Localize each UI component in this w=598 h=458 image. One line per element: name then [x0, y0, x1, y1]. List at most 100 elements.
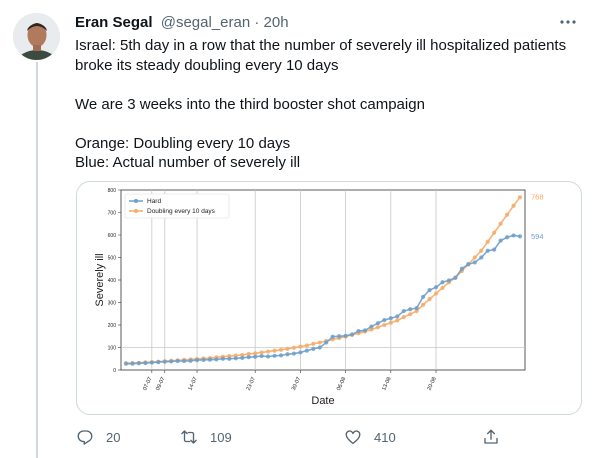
data-point: [214, 357, 219, 362]
data-point: [169, 359, 174, 364]
x-tick-label: 07-07: [142, 376, 153, 391]
y-tick-label: 600: [108, 233, 117, 239]
data-point: [311, 346, 316, 351]
data-point: [162, 359, 167, 364]
data-point: [375, 321, 381, 326]
y-tick-label: 800: [108, 188, 117, 194]
chart-image[interactable]: 07-07 09-07 14-07 23-07 30-07 06-08 13-08 20-08…: [76, 181, 582, 415]
avatar[interactable]: [13, 13, 60, 60]
data-point: [472, 260, 477, 265]
data-point: [395, 314, 400, 319]
data-point: [369, 327, 374, 332]
more-options-button[interactable]: [556, 12, 580, 32]
data-point: [479, 255, 484, 260]
data-point: [498, 238, 503, 243]
data-point: [201, 357, 206, 362]
data-point: [414, 308, 419, 314]
data-point: [175, 358, 180, 364]
heart-icon: [345, 430, 361, 445]
legend-box: [124, 193, 230, 219]
reply-button[interactable]: 20: [76, 425, 120, 449]
data-point: [240, 352, 245, 358]
data-point: [427, 297, 432, 302]
data-point: [388, 316, 393, 321]
data-point: [304, 343, 309, 348]
tweet-header: Eran Segal @segal_eran · 20h: [75, 14, 578, 34]
x-tick-label: 09-07: [155, 376, 166, 391]
reply-count: 20: [106, 429, 121, 445]
data-point: [356, 328, 361, 334]
data-point: [382, 317, 387, 323]
data-point: [375, 325, 381, 330]
y-tick-label: 700: [108, 210, 117, 216]
data-point: [143, 360, 148, 366]
legend-label: Hard: [147, 198, 161, 205]
data-point: [414, 306, 419, 311]
data-point: [466, 262, 471, 267]
data-point: [421, 302, 426, 307]
like-button[interactable]: 410: [344, 425, 396, 449]
tweet-paragraph: Orange: Doubling every 10 days Blue: Act…: [75, 134, 580, 173]
chart-svg: 07-07 09-07 14-07 23-07 30-07 06-08 13-08 20-08…: [94, 188, 544, 407]
data-point: [401, 315, 406, 320]
data-point: [401, 308, 406, 314]
data-point: [253, 354, 258, 359]
data-point: [240, 355, 245, 360]
data-point: [408, 312, 413, 317]
tweet-paragraph: Israel: 5th day in a row that the number…: [75, 36, 580, 75]
data-point: [408, 307, 413, 312]
y-tick-label: 300: [108, 300, 117, 306]
y-tick-label: 500: [108, 255, 117, 261]
data-point: [259, 353, 264, 359]
data-point: [517, 234, 523, 239]
like-count: 410: [374, 429, 396, 445]
data-point: [427, 288, 432, 293]
data-point: [304, 348, 309, 353]
tweet-timestamp[interactable]: 20h: [263, 14, 289, 31]
x-tick-label: 23-07: [246, 376, 257, 391]
data-point: [291, 345, 297, 350]
tweet-line: Israel: 5th day in a row that the number…: [75, 37, 567, 54]
data-point: [220, 356, 225, 361]
share-button[interactable]: [482, 425, 500, 449]
author-name[interactable]: Eran Segal: [75, 14, 153, 31]
data-point: [272, 348, 277, 353]
data-point: [492, 247, 497, 252]
data-point: [504, 235, 510, 240]
avatar-photo: [13, 13, 60, 60]
end-value-label: 594: [531, 232, 544, 241]
author-handle[interactable]: @segal_eran: [160, 14, 251, 31]
y-axis-label: Severely ill: [94, 253, 106, 306]
data-point: [149, 360, 154, 365]
data-point: [272, 353, 277, 358]
data-point: [459, 266, 464, 271]
data-point: [511, 203, 516, 208]
data-point: [246, 355, 251, 360]
tweet-paragraph: We are 3 weeks into the third booster sh…: [75, 95, 580, 115]
retweet-button[interactable]: 109: [180, 425, 232, 449]
data-point: [182, 358, 187, 364]
data-point: [517, 195, 523, 200]
thread-line: [36, 62, 38, 458]
data-point: [285, 352, 290, 357]
legend-marker: [134, 209, 138, 213]
tweet-text: Israel: 5th day in a row that the number…: [75, 36, 580, 192]
data-point: [382, 322, 387, 328]
data-point: [511, 233, 516, 238]
data-point: [259, 350, 264, 355]
more-horizontal-icon: [560, 20, 576, 24]
x-axis-label: Date: [311, 395, 334, 407]
header-separator: ·: [254, 14, 260, 31]
retweet-count: 109: [210, 429, 232, 445]
y-tick-label: 100: [108, 345, 117, 351]
data-point: [207, 357, 213, 362]
data-point: [479, 248, 484, 253]
data-point: [485, 239, 490, 244]
data-point: [265, 354, 271, 359]
data-point: [311, 341, 316, 346]
data-point: [278, 353, 284, 358]
data-point: [504, 212, 510, 217]
data-point: [330, 334, 335, 339]
tweet-line: Orange: Doubling every 10 days: [75, 134, 291, 152]
data-point: [246, 351, 251, 357]
